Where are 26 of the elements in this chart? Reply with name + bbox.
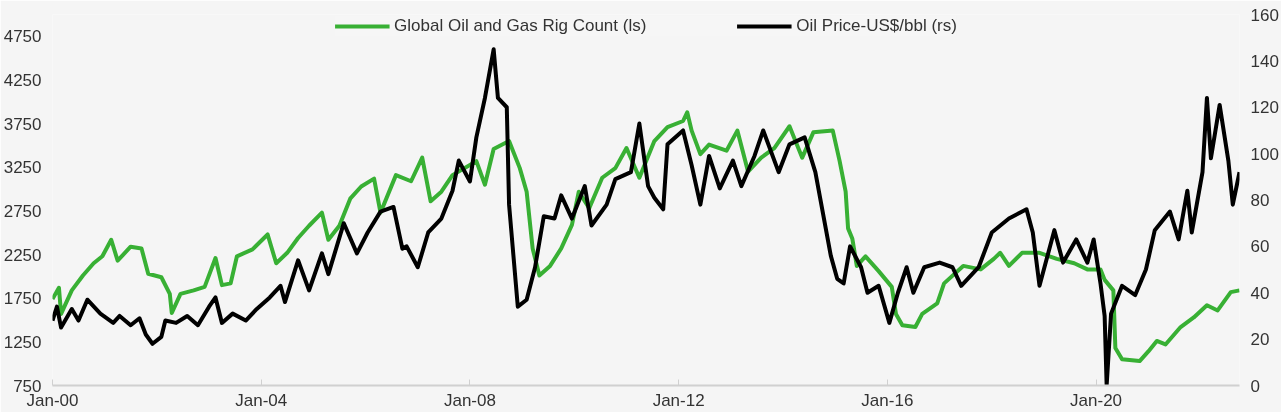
y2-tick-label: 100 — [1250, 144, 1279, 164]
y2-tick-label: 60 — [1250, 237, 1270, 257]
y2-tick-label: 0 — [1250, 376, 1260, 396]
y2-tick-label: 40 — [1250, 283, 1270, 303]
y2-tick-label: 80 — [1250, 191, 1270, 210]
line-series — [52, 47, 1240, 386]
x-tick-label: Jan-20 — [1070, 390, 1123, 410]
y2-tick-label: 140 — [1250, 51, 1279, 71]
y-tick-label: 3750 — [3, 114, 42, 134]
x-tick-label: Jan-16 — [861, 390, 914, 410]
y-tick-label: 4750 — [3, 27, 42, 47]
y-tick-label: 1750 — [3, 289, 42, 309]
y-tick-label: 2750 — [3, 201, 42, 221]
line-series — [52, 110, 1240, 364]
y-tick-label: 4250 — [3, 70, 42, 90]
y-tick-label: 3250 — [3, 158, 42, 178]
y2-tick-label: 20 — [1250, 330, 1270, 350]
x-tick-label: Jan-04 — [235, 390, 288, 410]
legend-label: Global Oil and Gas Rig Count (ls) — [394, 16, 647, 36]
legend-label: Oil Price-US$/bbl (rs) — [796, 16, 957, 36]
x-tick-label: Jan-08 — [443, 390, 496, 410]
y-tick-label: 1250 — [3, 332, 42, 352]
y-tick-label: 2250 — [3, 245, 42, 265]
y2-tick-label: 120 — [1250, 98, 1279, 118]
y2-tick-label: 160 — [1250, 5, 1279, 25]
x-tick-label: Jan-12 — [652, 390, 705, 410]
